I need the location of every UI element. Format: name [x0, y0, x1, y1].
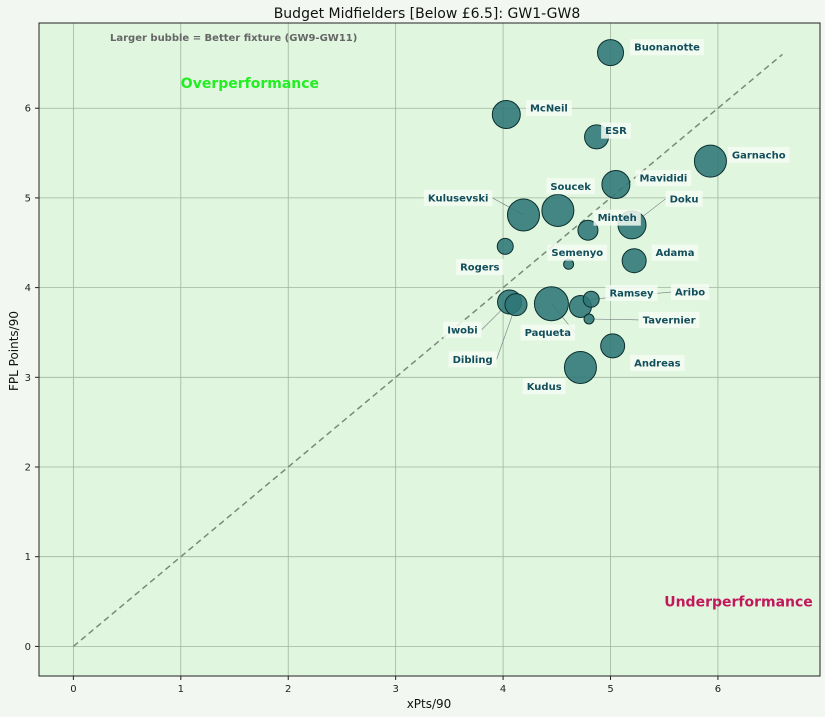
label-box [525, 100, 572, 117]
label-box [727, 146, 790, 163]
label-box [593, 209, 641, 226]
point-labels: Buonanotte McNeil ESR Garnacho Mavididi Souce… [423, 39, 790, 395]
bubble-paqueta [533, 286, 569, 322]
bubble-soucek [541, 193, 575, 227]
label-box [601, 122, 631, 139]
bubble-mcneil [491, 99, 521, 129]
x-tick-label: 3 [392, 684, 398, 695]
label-mcneil: McNeil [530, 104, 568, 115]
chart-title: Budget Midfielders [Below £6.5]: GW1-GW8 [274, 6, 581, 22]
label-garnacho: Garnacho [732, 150, 786, 161]
label-andreas: Andreas [634, 358, 680, 369]
y-tick-label: 1 [25, 552, 31, 563]
label-doku: Doku [670, 194, 699, 205]
y-axis: 0 1 2 3 4 5 6 [25, 104, 39, 653]
label-ramsey: Ramsey [609, 288, 654, 299]
bubble-andreas [600, 333, 626, 359]
label-kudus: Kudus [527, 382, 562, 393]
label-box [670, 284, 710, 301]
label-box [651, 244, 699, 261]
parity-line [72, 53, 783, 647]
label-box [630, 39, 704, 56]
label-soucek: Soucek [550, 182, 591, 193]
x-tick-label: 6 [715, 684, 721, 695]
x-axis-label: xPts/90 [407, 697, 452, 711]
label-esr: ESR [605, 126, 627, 137]
y-axis-label: FPL Points/90 [7, 311, 21, 391]
y-tick-label: 5 [25, 193, 31, 204]
label-box [638, 311, 700, 328]
label-box [448, 351, 497, 368]
label-box [520, 324, 575, 341]
plot-frame [38, 22, 821, 677]
label-mavididi: Mavididi [640, 174, 688, 185]
label-box [443, 321, 482, 338]
x-axis: 0 1 2 3 4 5 6 [70, 676, 721, 695]
label-adama: Adama [656, 248, 695, 259]
y-tick-label: 2 [25, 463, 31, 474]
label-box [423, 189, 493, 206]
label-dibling: Dibling [453, 355, 493, 366]
label-box [547, 244, 608, 261]
label-box [635, 170, 692, 187]
y-tick-label: 6 [25, 104, 31, 115]
bubble-buonanotte [597, 39, 625, 67]
bubble-aribo [582, 290, 600, 308]
underperformance-label: Underperformance [664, 595, 813, 611]
bubble-minteh [577, 219, 599, 241]
x-tick-label: 5 [607, 684, 613, 695]
bubble-kudus [563, 350, 597, 384]
y-tick-label: 4 [25, 283, 31, 294]
label-box [456, 258, 504, 275]
label-box [605, 284, 658, 301]
bubble-tavernier [583, 313, 595, 325]
label-tavernier: Tavernier [643, 315, 696, 326]
label-kulusevski: Kulusevski [428, 193, 489, 204]
label-buonanotte: Buonanotte [634, 43, 700, 54]
label-aribo: Aribo [675, 288, 705, 299]
label-box [665, 190, 703, 207]
bubble-dibling [504, 293, 528, 317]
bubble-garnacho [693, 144, 727, 178]
x-tick-label: 1 [178, 684, 184, 695]
label-rogers: Rogers [460, 262, 499, 273]
overperformance-label: Overperformance [181, 76, 319, 92]
bubble-rogers [496, 237, 514, 255]
label-box [630, 354, 685, 371]
reference-line [72, 53, 783, 647]
x-tick-label: 0 [70, 684, 76, 695]
label-box [546, 178, 595, 195]
bubbles [491, 39, 727, 384]
label-box [522, 378, 566, 395]
label-paqueta: Paqueta [525, 328, 571, 339]
y-tick-label: 3 [25, 373, 31, 384]
label-minteh: Minteh [598, 213, 637, 224]
x-tick-label: 2 [285, 684, 291, 695]
y-tick-label: 0 [25, 642, 31, 653]
x-tick-label: 4 [500, 684, 506, 695]
label-semenyo: Semenyo [551, 248, 603, 259]
label-iwobi: Iwobi [447, 325, 477, 336]
fixture-note: Larger bubble = Better fixture (GW9-GW11… [110, 33, 357, 44]
bubble-adama [621, 248, 647, 274]
leader-line [589, 318, 639, 321]
bubble-mavididi [601, 169, 631, 199]
bubble-semenyo [563, 258, 575, 270]
bubble-kulusevski [506, 198, 540, 232]
